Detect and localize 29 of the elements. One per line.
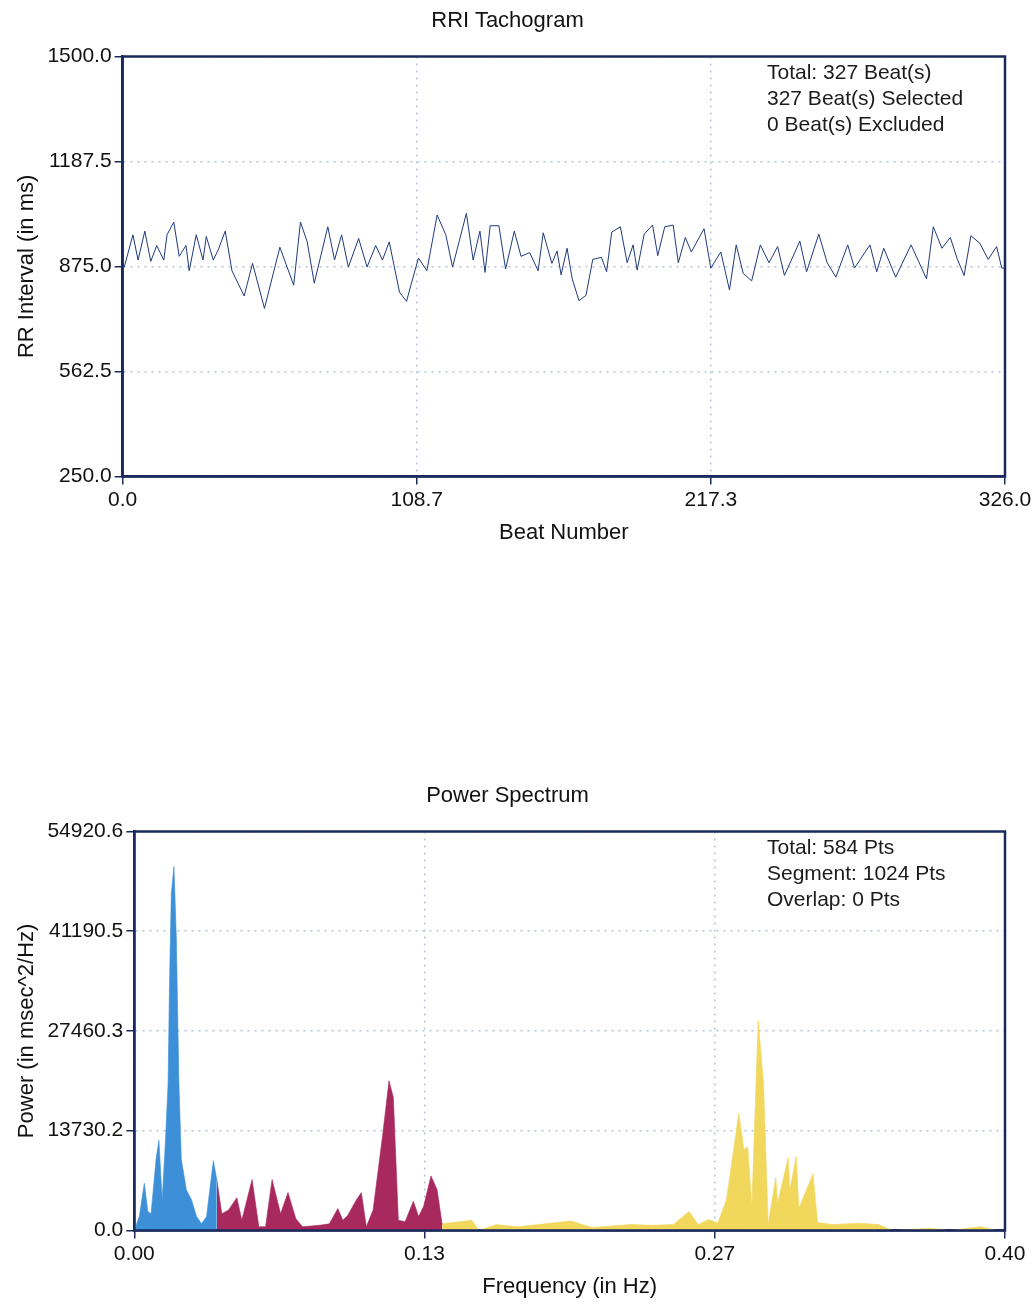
y-tick-label: 250.0	[59, 463, 112, 487]
x-tick-label: 0.27	[694, 1240, 736, 1264]
chart-title: Power Spectrum	[426, 782, 589, 808]
y-axis-title: RR Interval (in ms)	[13, 174, 39, 359]
x-tick-label: 0.00	[113, 1240, 155, 1264]
y-tick-label: 54920.6	[47, 818, 124, 842]
y-tick-label: 13730.2	[47, 1117, 124, 1141]
annotation: Segment: 1024 Pts	[767, 860, 946, 884]
y-tick-label: 41190.5	[48, 917, 124, 941]
x-tick-label: 217.3	[684, 486, 738, 510]
x-tick-label: 108.7	[390, 486, 444, 510]
x-tick-label: 0.40	[984, 1240, 1026, 1264]
annotation: Total: 327 Beat(s)	[767, 59, 932, 83]
annotation: Total: 584 Pts	[767, 834, 895, 858]
y-tick-label: 27460.3	[47, 1017, 124, 1041]
x-tick-label: 0.13	[404, 1240, 445, 1264]
y-tick-label: 875.0	[59, 253, 112, 277]
y-tick-label: 562.5	[59, 358, 112, 382]
annotation: Overlap: 0 Pts	[767, 886, 901, 910]
x-tick-label: 326.0	[978, 486, 1032, 510]
annotation: 0 Beat(s) Excluded	[767, 111, 945, 135]
y-tick-label: 1187.5	[48, 148, 112, 172]
y-tick-label: 0.0	[94, 1217, 124, 1241]
x-axis-title: Frequency (in Hz)	[482, 1272, 658, 1298]
y-axis-title: Power (in msec^2/Hz)	[13, 923, 39, 1139]
y-tick-label: 1500.0	[47, 43, 112, 67]
x-axis-title: Beat Number	[499, 518, 629, 544]
annotation: 327 Beat(s) Selected	[767, 85, 964, 109]
chart-title: RRI Tachogram	[431, 7, 584, 33]
